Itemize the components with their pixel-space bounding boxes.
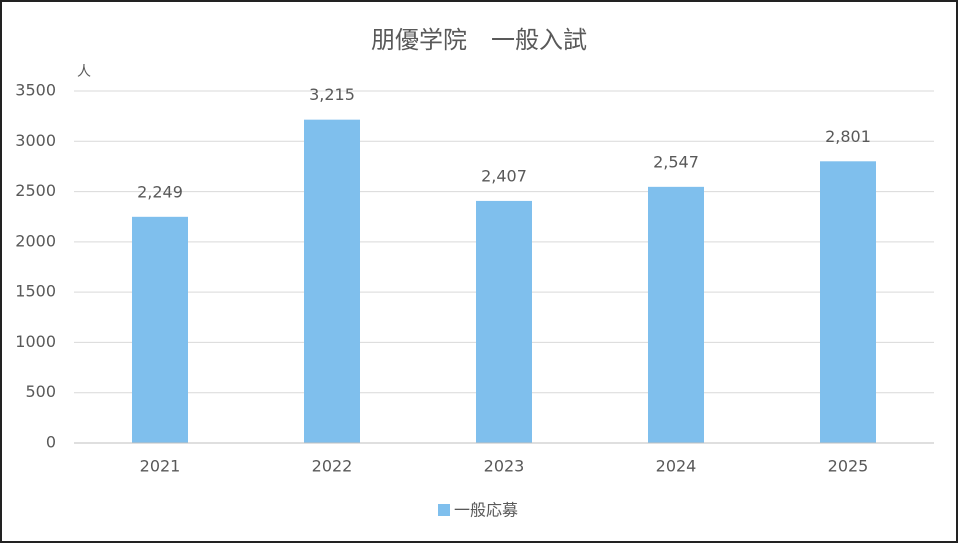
x-tick-label: 2022 [312,457,353,476]
data-label: 2,249 [137,182,183,201]
y-tick-label: 2000 [15,231,56,250]
y-tick-label: 3000 [15,131,56,150]
y-tick-label: 500 [25,382,56,401]
legend-swatch [438,504,450,516]
x-tick-label: 2024 [656,457,697,476]
chart-title: 朋優学院 一般入試 [371,26,587,54]
y-tick-label: 2500 [15,181,56,200]
x-tick-label: 2023 [484,457,525,476]
y-tick-label: 3500 [15,81,56,100]
bar [476,200,532,443]
x-tick-label: 2021 [140,457,181,476]
bar [304,119,360,444]
legend-label: 一般応募 [454,501,518,520]
x-tick-label: 2025 [828,457,869,476]
y-axis-unit: 人 [77,64,91,80]
bar [132,216,188,443]
data-label: 2,547 [653,152,699,171]
bar [648,186,704,443]
data-label: 2,801 [825,127,871,146]
bar [820,161,876,443]
data-label: 3,215 [309,85,355,104]
y-tick-label: 1500 [15,282,56,301]
y-tick-label: 0 [46,433,56,452]
data-label: 2,407 [481,166,527,185]
y-tick-label: 1000 [15,332,56,351]
